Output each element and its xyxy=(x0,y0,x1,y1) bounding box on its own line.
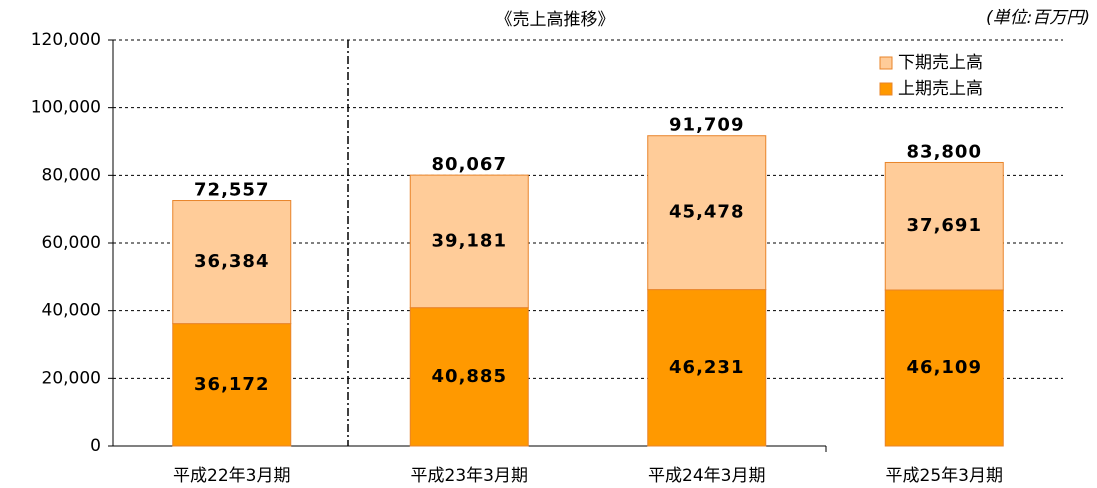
value-label: 36,384 xyxy=(194,251,269,272)
bar-segment xyxy=(647,135,767,291)
value-label: 40,885 xyxy=(432,366,507,387)
x-tick-label: 平成25年3月期 xyxy=(886,466,1003,486)
legend-swatch xyxy=(879,82,893,96)
x-tick-label: 平成22年3月期 xyxy=(173,466,290,486)
bar-segment xyxy=(884,161,1004,291)
y-tick-label: 60,000 xyxy=(42,233,101,253)
value-label: 46,109 xyxy=(907,357,982,378)
chart-title: 《売上高推移》 xyxy=(496,10,615,30)
total-label: 80,067 xyxy=(432,154,507,175)
y-tick-label: 120,000 xyxy=(31,30,101,50)
unit-annotation: (単位:百万円) xyxy=(986,8,1090,28)
bar-segment xyxy=(647,289,767,447)
total-label: 91,709 xyxy=(669,115,744,136)
legend-label: 上期売上高 xyxy=(898,79,983,99)
value-label: 45,478 xyxy=(669,202,744,223)
bar-segment xyxy=(172,200,292,325)
y-tick-label: 40,000 xyxy=(42,301,101,321)
value-label: 46,231 xyxy=(669,357,744,378)
value-label: 37,691 xyxy=(907,215,982,236)
y-tick-label: 80,000 xyxy=(42,165,101,185)
bar-segment xyxy=(172,323,292,447)
x-tick-label: 平成23年3月期 xyxy=(411,466,528,486)
y-tick-label: 20,000 xyxy=(42,368,101,388)
value-label: 36,172 xyxy=(194,374,269,395)
bar-segment xyxy=(409,174,529,309)
value-label: 39,181 xyxy=(432,230,507,251)
x-tick-label: 平成24年3月期 xyxy=(648,466,765,486)
total-label: 83,800 xyxy=(907,141,982,162)
y-tick-label: 100,000 xyxy=(31,98,101,118)
legend-swatch xyxy=(879,56,893,70)
legend-label: 下期売上高 xyxy=(898,53,983,73)
y-tick-label: 0 xyxy=(90,436,101,456)
total-label: 72,557 xyxy=(194,180,269,201)
bar-segment xyxy=(409,307,529,447)
